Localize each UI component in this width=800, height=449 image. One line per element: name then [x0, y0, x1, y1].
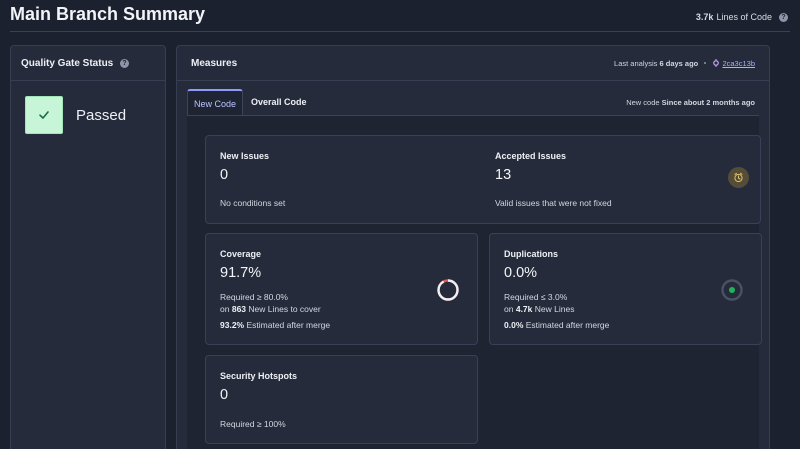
coverage-estimate: 93.2% Estimated after merge — [220, 320, 330, 330]
coverage-value[interactable]: 91.7% — [220, 265, 262, 281]
separator-dot — [704, 62, 707, 64]
new-issues-value[interactable]: 0 — [220, 167, 229, 183]
duplications-estimate-value: 0.0% — [504, 320, 524, 330]
measures-panel: Measures Last analysis 6 days ago 2ca3c1… — [176, 45, 770, 449]
coverage-card: Coverage 91.7% Required ≥ 80.0% on 863 N… — [205, 233, 478, 345]
new-code-value: Since about 2 months ago — [661, 98, 755, 107]
accepted-issues-value[interactable]: 13 — [495, 167, 512, 183]
new-code-label: New code — [626, 98, 660, 107]
quality-gate-title: Quality Gate Status — [21, 58, 114, 69]
duplications-lines-count[interactable]: 4.7k — [515, 304, 533, 314]
security-hotspots-card: Security Hotspots 0 Required ≥ 100% — [205, 355, 478, 444]
coverage-estimate-value: 93.2% — [220, 320, 245, 330]
coverage-lines: on 863 New Lines to cover — [220, 304, 321, 314]
lines-of-code: 3.7k Lines of Code ? — [695, 12, 788, 22]
last-analysis-value: 6 days ago — [659, 59, 699, 68]
duplications-lines: on 4.7k New Lines — [504, 304, 574, 314]
duplications-estimate-text: Estimated after merge — [525, 320, 610, 330]
help-icon[interactable]: ? — [779, 13, 788, 22]
new-issues-sub: No conditions set — [220, 198, 286, 208]
page-header: Main Branch Summary 3.7k Lines of Code ? — [10, 0, 790, 32]
security-hotspots-label: Security Hotspots — [220, 371, 298, 381]
tab-overall-code[interactable]: Overall Code — [251, 97, 307, 107]
coverage-gauge-fill — [437, 279, 459, 301]
accepted-issues-sub: Valid issues that were not fixed — [495, 198, 612, 208]
duplications-estimate: 0.0% Estimated after merge — [504, 320, 609, 330]
check-icon — [39, 111, 49, 119]
coverage-gauge — [437, 279, 459, 301]
duplications-card: Duplications 0.0% Required ≤ 3.0% on 4.7… — [489, 233, 762, 345]
commit-link[interactable]: 2ca3c13b — [722, 59, 755, 68]
new-issues-label: New Issues — [220, 151, 270, 161]
duplication-gauge-dot — [729, 287, 735, 293]
security-hotspots-value[interactable]: 0 — [220, 387, 229, 403]
duplications-label: Duplications — [504, 249, 559, 259]
security-hotspots-sub: Required ≥ 100% — [220, 419, 286, 429]
duplications-lines-text: New Lines — [534, 304, 575, 314]
loc-value[interactable]: 3.7k — [695, 12, 714, 22]
quality-gate-header: Quality Gate Status ? — [11, 46, 165, 81]
issues-card: New Issues 0 No conditions set Accepted … — [205, 135, 761, 224]
page-title: Main Branch Summary — [10, 4, 206, 24]
duplications-on: on — [504, 304, 514, 314]
duplications-required: Required ≤ 3.0% — [504, 292, 568, 302]
accepted-issue-icon — [728, 167, 749, 188]
help-icon[interactable]: ? — [120, 59, 130, 68]
quality-gate-status: Passed — [25, 96, 126, 134]
loc-label: Lines of Code — [716, 12, 772, 22]
coverage-lines-text: New Lines to cover — [248, 304, 321, 314]
duplication-gauge — [721, 279, 743, 301]
tab-new-code[interactable]: New Code — [187, 89, 243, 115]
quality-gate-status-text: Passed — [76, 106, 127, 124]
last-analysis: Last analysis 6 days ago 2ca3c13b — [614, 59, 755, 68]
coverage-on: on — [220, 304, 230, 314]
measures-header: Measures Last analysis 6 days ago 2ca3c1… — [177, 46, 769, 81]
coverage-estimate-text: Estimated after merge — [246, 320, 331, 330]
coverage-label: Coverage — [220, 249, 262, 259]
last-analysis-label: Last analysis — [614, 59, 658, 68]
duplications-value[interactable]: 0.0% — [504, 265, 538, 281]
quality-gate-panel: Quality Gate Status ? Passed — [10, 45, 166, 449]
passed-badge — [25, 96, 63, 134]
coverage-required: Required ≥ 80.0% — [220, 292, 288, 302]
coverage-lines-count[interactable]: 863 — [231, 304, 247, 314]
new-code-tab-body: New Issues 0 No conditions set Accepted … — [187, 115, 762, 449]
new-code-period: New code Since about 2 months ago — [626, 98, 755, 107]
accepted-issues-label: Accepted Issues — [495, 151, 567, 161]
commit-icon — [713, 59, 720, 67]
measures-title: Measures — [191, 58, 238, 69]
